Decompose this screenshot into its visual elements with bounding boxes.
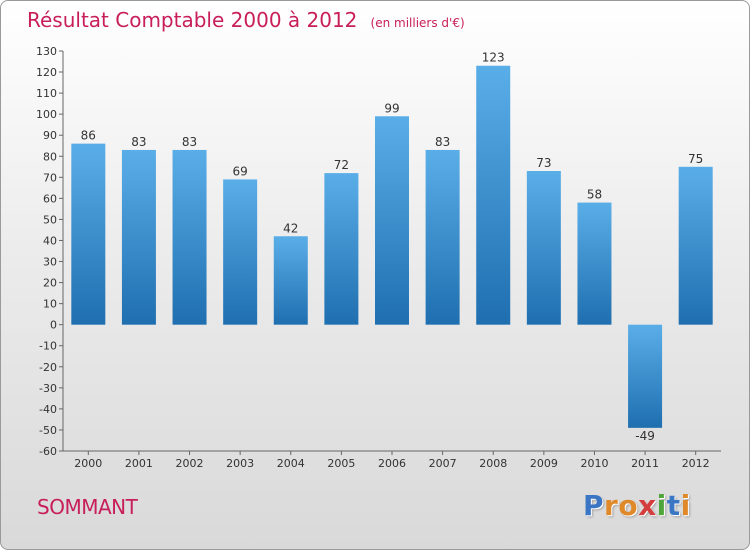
data-label-2007: 83: [435, 135, 450, 149]
y-axis: -60 -50 -40 -30 -20 -10 0 10 20 30 40 50 60 70 80 90 100…: [36, 45, 64, 458]
x-tick-label: 2009: [530, 457, 558, 470]
y-tick-label: 10: [43, 298, 57, 311]
chart-subtitle: (en milliers d'€): [370, 16, 465, 30]
logo-letter: o: [618, 489, 639, 522]
x-tick-label: 2001: [125, 457, 153, 470]
proxiti-logo: Proxiti: [583, 489, 691, 522]
x-tick-label: 2008: [479, 457, 507, 470]
y-tick-label: 100: [36, 108, 57, 121]
bars-group: 86 83 83 69 42 72 99 83 123 73 58 -49 75: [71, 51, 713, 443]
x-tick-label: 2007: [429, 457, 457, 470]
y-tick-label: -40: [39, 403, 57, 416]
bar-2011: [628, 324, 663, 428]
x-tick-label: 2012: [682, 457, 710, 470]
y-tick-label: 40: [43, 234, 57, 247]
y-tick-label: 90: [43, 129, 57, 142]
y-tick-label: 80: [43, 150, 57, 163]
x-axis: 2000 2001 2002 2003 2004 2005 2006 2007 2008 2009…: [63, 450, 721, 470]
logo-letter: i: [680, 489, 691, 522]
title-row: Résultat Comptable 2000 à 2012 (en milli…: [27, 8, 465, 32]
bar-2004: [273, 236, 308, 325]
data-label-2001: 83: [131, 135, 146, 149]
chart-title: Résultat Comptable 2000 à 2012: [27, 8, 358, 32]
data-label-2005: 72: [334, 158, 349, 172]
data-label-2009: 73: [536, 156, 551, 170]
bar-2003: [223, 179, 258, 325]
data-label-2003: 69: [233, 164, 248, 178]
y-tick-label: 110: [36, 87, 57, 100]
x-tick-label: 2006: [378, 457, 406, 470]
y-tick-label: -10: [39, 340, 57, 353]
data-label-2002: 83: [182, 135, 197, 149]
x-tick-label: 2002: [176, 457, 204, 470]
x-tick-label: 2004: [277, 457, 305, 470]
logo-letter: r: [604, 489, 619, 522]
logo-letter: t: [666, 489, 681, 522]
y-tick-label: 30: [43, 256, 57, 269]
y-tick-label: 120: [36, 66, 57, 79]
data-label-2012: 75: [688, 152, 703, 166]
bar-2001: [121, 149, 156, 325]
x-tick-label: 2010: [580, 457, 608, 470]
bar-2009: [526, 171, 561, 325]
y-tick-label: 70: [43, 171, 57, 184]
y-tick-label: -60: [39, 445, 57, 458]
x-tick-label: 2000: [74, 457, 102, 470]
bar-2012: [678, 166, 713, 325]
data-label-2006: 99: [384, 101, 399, 115]
bar-2010: [577, 202, 612, 325]
bar-2000: [71, 143, 106, 325]
y-tick-label: 130: [36, 45, 57, 58]
y-tick-label: 20: [43, 277, 57, 290]
y-tick-label: -20: [39, 361, 57, 374]
commune-name: SOMMANT: [37, 495, 138, 519]
x-tick-label: 2011: [631, 457, 659, 470]
data-label-2008: 123: [482, 51, 505, 65]
bar-2007: [425, 149, 460, 325]
y-tick-label: 60: [43, 192, 57, 205]
x-tick-label: 2003: [226, 457, 254, 470]
x-tick-label: 2005: [327, 457, 355, 470]
y-tick-label: -30: [39, 382, 57, 395]
logo-letter: x: [638, 489, 657, 522]
data-label-2004: 42: [283, 221, 298, 235]
y-tick-label: 50: [43, 213, 57, 226]
logo-letter: i: [656, 489, 667, 522]
data-label-2011: -49: [635, 429, 655, 443]
bar-2005: [324, 173, 359, 325]
data-label-2000: 86: [81, 129, 96, 143]
bar-2006: [375, 116, 409, 325]
logo-letter: P: [583, 489, 605, 522]
bar-2002: [172, 149, 207, 325]
bar-2008: [476, 65, 511, 325]
y-tick-label: -50: [39, 424, 57, 437]
y-tick-label: 0: [50, 319, 57, 332]
data-label-2010: 58: [587, 188, 602, 202]
